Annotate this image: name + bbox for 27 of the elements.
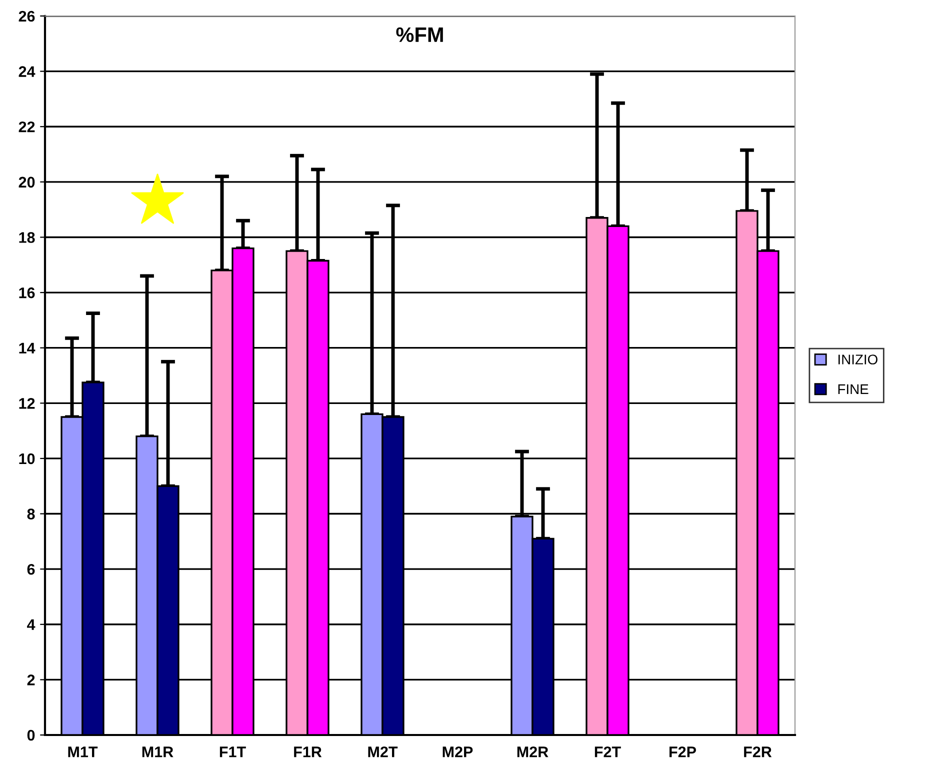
y-tick-label: 8 — [27, 508, 35, 520]
y-tick-label: 2 — [27, 674, 35, 686]
y-tick-label: 14 — [19, 342, 36, 354]
x-tick-label: F1R — [294, 746, 322, 758]
y-tick-label: 0 — [27, 730, 35, 741]
legend-label: INIZIO — [838, 354, 878, 364]
x-tick-label: M2R — [517, 746, 548, 758]
x-tick-label: F2T — [594, 746, 621, 758]
y-tick-label: 24 — [18, 66, 36, 77]
x-tick-label: F2P — [670, 746, 696, 758]
x-tick-label: F1T — [220, 746, 246, 758]
x-tick-label: M2T — [368, 746, 398, 758]
x-tick-label: M2P — [442, 746, 473, 758]
y-tick-label: 12 — [19, 398, 35, 409]
chart-title: %FM — [396, 27, 443, 42]
y-tick-label: 18 — [19, 232, 35, 243]
y-tick-label: 20 — [18, 176, 35, 188]
y-tick-label: 22 — [18, 121, 35, 132]
y-tick-label: 6 — [27, 564, 35, 575]
y-tick-label: 10 — [19, 453, 35, 464]
x-tick-label: M1T — [68, 746, 98, 758]
legend-label: FINE — [838, 384, 868, 394]
y-tick-label: 26 — [18, 10, 35, 22]
y-tick-label: 4 — [27, 619, 36, 630]
y-tick-label: 16 — [19, 287, 35, 298]
x-tick-label: F2R — [744, 746, 772, 758]
x-tick-label: M1R — [142, 746, 174, 758]
